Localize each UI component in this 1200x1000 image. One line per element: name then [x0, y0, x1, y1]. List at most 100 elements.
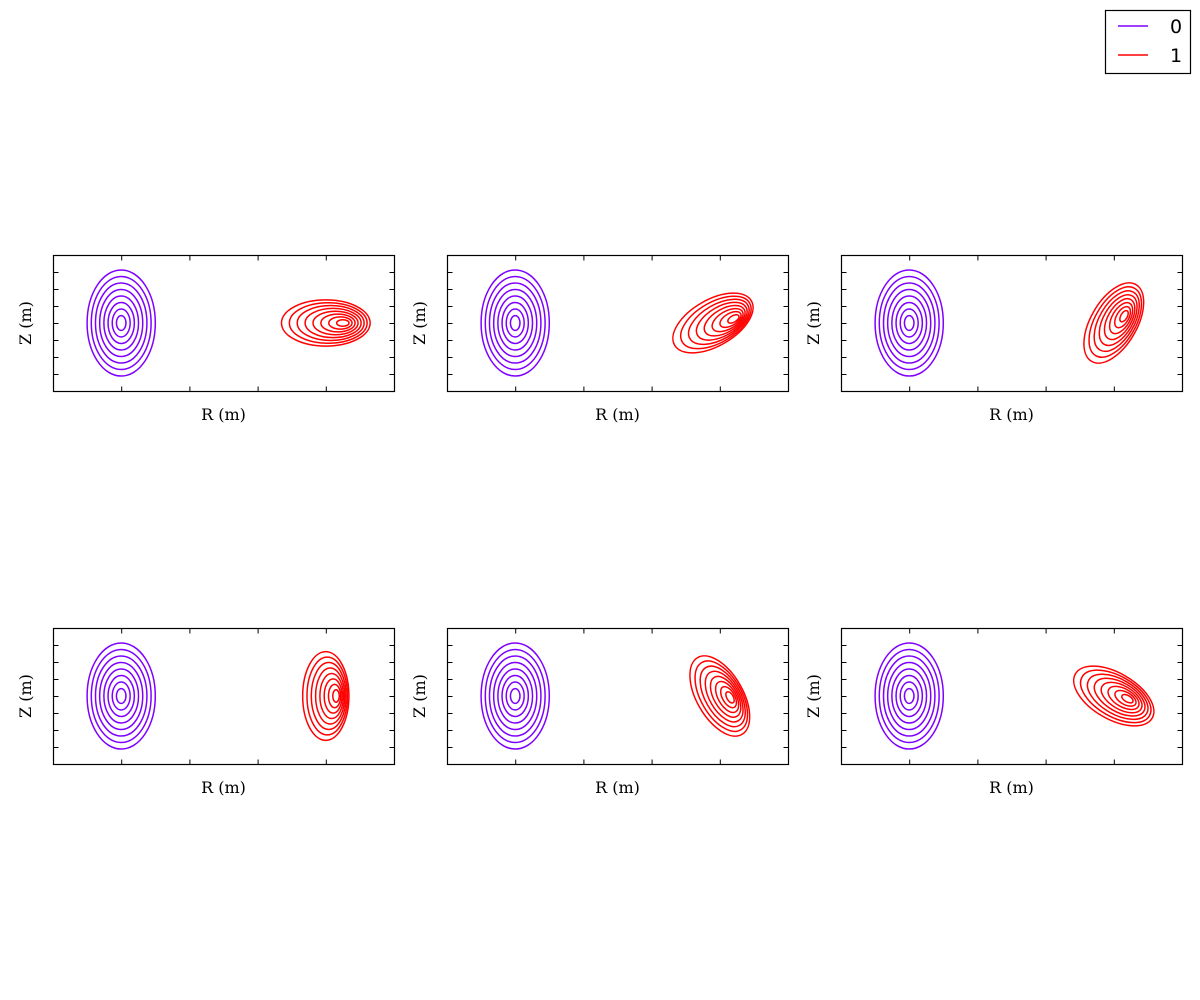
contour-series-0 — [86, 269, 157, 377]
legend-frame — [1104, 9, 1192, 75]
contour-level-2 — [111, 681, 131, 711]
contour-level-1 — [509, 687, 521, 705]
contour-level-5 — [704, 670, 744, 723]
contour-series-1 — [280, 299, 371, 347]
contour-level-4 — [1103, 297, 1136, 341]
contour-level-2 — [327, 683, 342, 709]
contour-level-5 — [886, 661, 932, 731]
contour-level-2 — [505, 681, 525, 711]
subplots: R (m) Z (m) R (m) Z (m) R (m) Z (m) R (m) Z (m)… — [16, 254, 1184, 797]
contour-level-7 — [1079, 669, 1152, 724]
contour-level-8 — [874, 269, 945, 377]
contour-level-2 — [899, 681, 919, 711]
contour-level-4 — [709, 675, 742, 718]
contour-level-2 — [1114, 689, 1137, 707]
contour-level-7 — [694, 660, 749, 733]
contour-series-1 — [1072, 665, 1155, 727]
subplot-1: R (m) Z (m) — [16, 254, 396, 424]
contour-level-6 — [1093, 290, 1141, 353]
contour-series-1 — [689, 655, 751, 737]
contour-level-4 — [703, 304, 746, 337]
contour-level-8 — [480, 269, 551, 377]
contour-level-5 — [1098, 294, 1138, 347]
y-axis-label: Z (m) — [16, 674, 35, 718]
contour-level-2 — [111, 308, 131, 338]
contour-level-8 — [301, 650, 350, 742]
contour-level-3 — [107, 674, 136, 718]
contour-level-4 — [891, 295, 928, 351]
contour-level-8 — [480, 642, 551, 750]
contour-level-1 — [1119, 309, 1129, 323]
contour-level-6 — [882, 282, 936, 364]
y-axis-label: Z (m) — [410, 674, 429, 718]
legend-label-1: 1 — [1170, 45, 1182, 67]
x-axis-label: R (m) — [201, 778, 246, 797]
contour-level-2 — [328, 316, 353, 330]
legend-label-0: 0 — [1170, 16, 1182, 38]
legend: 0 1 — [1104, 9, 1192, 75]
y-axis-label: Z (m) — [804, 674, 823, 718]
contour-level-7 — [484, 648, 546, 744]
contour-level-7 — [484, 275, 546, 371]
contour-level-5 — [492, 661, 538, 731]
contour-level-3 — [501, 674, 530, 718]
x-axis-label: R (m) — [989, 778, 1034, 797]
contour-level-4 — [497, 295, 534, 351]
x-axis-label: R (m) — [201, 405, 246, 424]
contour-level-6 — [699, 665, 747, 728]
subplot-4: R (m) Z (m) — [16, 627, 396, 797]
contour-level-2 — [899, 308, 919, 338]
contour-level-7 — [90, 648, 152, 744]
contour-series-0 — [86, 642, 157, 750]
contour-level-7 — [90, 275, 152, 371]
contour-level-8 — [1083, 282, 1145, 364]
contour-level-7 — [1088, 286, 1143, 358]
contour-level-1 — [727, 313, 740, 324]
contour-level-2 — [719, 685, 738, 709]
contour-series-1 — [672, 292, 754, 354]
contour-level-3 — [107, 301, 136, 345]
contour-level-8 — [86, 642, 157, 750]
contour-level-7 — [878, 275, 940, 371]
y-axis-label: Z (m) — [410, 301, 429, 345]
contour-level-3 — [1108, 301, 1134, 335]
x-axis-label: R (m) — [595, 778, 640, 797]
contour-level-1 — [332, 689, 341, 703]
contour-level-8 — [280, 299, 371, 347]
contour-level-6 — [310, 661, 347, 731]
contour-level-3 — [895, 674, 924, 718]
contour-level-8 — [672, 292, 754, 354]
contour-level-8 — [86, 269, 157, 377]
contour-level-6 — [94, 282, 148, 364]
contour-level-7 — [306, 656, 349, 736]
contour-level-6 — [488, 655, 542, 737]
contour-level-6 — [1086, 673, 1149, 721]
contour-level-6 — [94, 655, 148, 737]
contour-level-6 — [488, 282, 542, 364]
contour-level-1 — [903, 687, 915, 705]
contour-level-1 — [115, 314, 127, 332]
contour-level-4 — [497, 668, 534, 724]
contour-level-1 — [725, 690, 735, 704]
contour-level-3 — [714, 680, 740, 714]
contour-level-3 — [895, 301, 924, 345]
contour-level-5 — [98, 288, 144, 358]
contour-level-5 — [304, 307, 362, 339]
subplot-6: R (m) Z (m) — [804, 627, 1184, 797]
contour-level-3 — [501, 301, 530, 345]
contour-level-6 — [882, 655, 936, 737]
contour-level-2 — [719, 310, 742, 329]
contour-level-5 — [98, 661, 144, 731]
contour-series-0 — [480, 642, 551, 750]
contour-level-4 — [103, 668, 140, 724]
contour-level-8 — [689, 655, 751, 737]
contour-level-5 — [886, 288, 932, 358]
subplot-2: R (m) Z (m) — [410, 254, 790, 424]
contour-level-7 — [288, 301, 368, 345]
contour-level-5 — [492, 288, 538, 358]
x-axis-label: R (m) — [595, 405, 640, 424]
subplot-3: R (m) Z (m) — [804, 254, 1184, 424]
contour-level-6 — [296, 304, 365, 342]
y-axis-label: Z (m) — [804, 301, 823, 345]
